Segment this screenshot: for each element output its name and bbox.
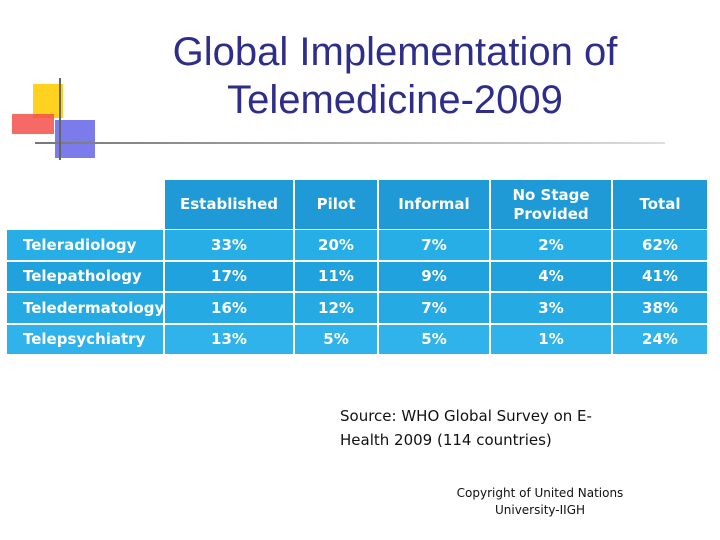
table-cell: 17% [165, 262, 293, 291]
source-line: Source: WHO Global Survey on E- [340, 407, 592, 425]
table-cell: 33% [165, 230, 293, 260]
table-cell: 7% [379, 230, 489, 260]
row-label: Teledermatology [7, 293, 164, 323]
row-label: Telepathology [7, 262, 163, 291]
title: Global Implementation of Telemedicine-200… [120, 28, 670, 124]
column-header: Established [165, 180, 293, 229]
column-header: Pilot [295, 180, 377, 229]
table-cell: 3% [491, 293, 611, 323]
copyright: Copyright of United Nations University-II… [440, 485, 640, 519]
column-header: No Stage Provided [491, 180, 611, 229]
table-cell: 2% [491, 230, 611, 260]
copyright-line: University-IIGH [494, 503, 586, 517]
table-cell: 62% [613, 230, 707, 260]
table-cell: 9% [379, 262, 489, 291]
deco-red [12, 114, 54, 134]
row-label: Telepsychiatry [7, 325, 163, 354]
table-cell: 16% [165, 293, 293, 323]
column-header: Total [613, 180, 707, 229]
table-cell: 1% [491, 325, 611, 354]
table-cell: 20% [295, 230, 377, 260]
table-cell: 24% [613, 325, 707, 354]
table-cell: 41% [613, 262, 707, 291]
table-cell: 5% [379, 325, 489, 354]
table-cell: 38% [613, 293, 707, 323]
deco-blue [55, 120, 95, 158]
title-line: Global Implementation of [172, 30, 618, 74]
deco-yellow [33, 84, 63, 118]
deco-hline [35, 142, 665, 144]
table-cell: 12% [295, 293, 377, 323]
copyright-line: Copyright of United Nations [456, 486, 624, 500]
table-cell: 5% [295, 325, 377, 354]
table-cell: 13% [165, 325, 293, 354]
deco-vline [59, 78, 61, 160]
table-cell: 11% [295, 262, 377, 291]
column-header: Informal [379, 180, 489, 229]
source-line: Health 2009 (114 countries) [340, 431, 552, 449]
table-cell: 7% [379, 293, 489, 323]
row-label: Teleradiology [7, 230, 163, 260]
table-cell: 4% [491, 262, 611, 291]
source: Source: WHO Global Survey on E- Health 20… [340, 404, 592, 452]
title-line: Telemedicine-2009 [227, 78, 563, 122]
